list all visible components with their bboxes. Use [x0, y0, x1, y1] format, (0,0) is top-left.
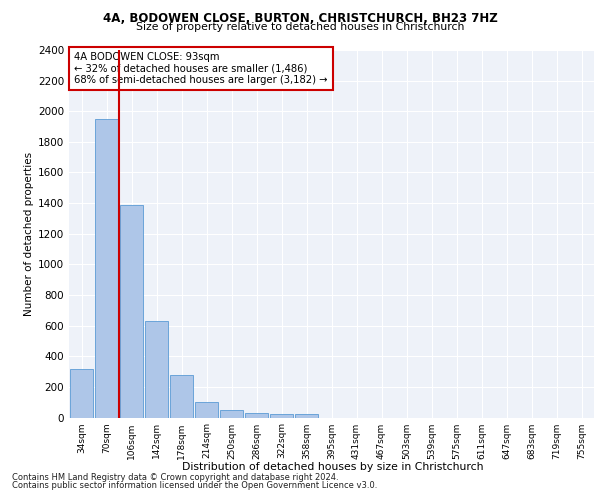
Bar: [119, 206, 143, 418]
Text: Size of property relative to detached houses in Christchurch: Size of property relative to detached ho…: [136, 22, 464, 32]
Text: 4A, BODOWEN CLOSE, BURTON, CHRISTCHURCH, BH23 7HZ: 4A, BODOWEN CLOSE, BURTON, CHRISTCHURCH,…: [103, 12, 497, 26]
Text: 4A BODOWEN CLOSE: 93sqm
← 32% of detached houses are smaller (1,486)
68% of semi: 4A BODOWEN CLOSE: 93sqm ← 32% of detache…: [74, 52, 328, 85]
Bar: [220, 410, 244, 418]
Text: Contains public sector information licensed under the Open Government Licence v3: Contains public sector information licen…: [12, 482, 377, 490]
Bar: [145, 321, 169, 418]
Bar: [269, 414, 293, 418]
Text: Distribution of detached houses by size in Christchurch: Distribution of detached houses by size …: [182, 462, 484, 472]
Bar: [95, 119, 118, 418]
Bar: [245, 412, 268, 418]
Bar: [170, 376, 193, 418]
Bar: [70, 370, 94, 418]
Bar: [194, 402, 218, 417]
Text: Contains HM Land Registry data © Crown copyright and database right 2024.: Contains HM Land Registry data © Crown c…: [12, 472, 338, 482]
Bar: [295, 414, 319, 418]
Y-axis label: Number of detached properties: Number of detached properties: [24, 152, 34, 316]
